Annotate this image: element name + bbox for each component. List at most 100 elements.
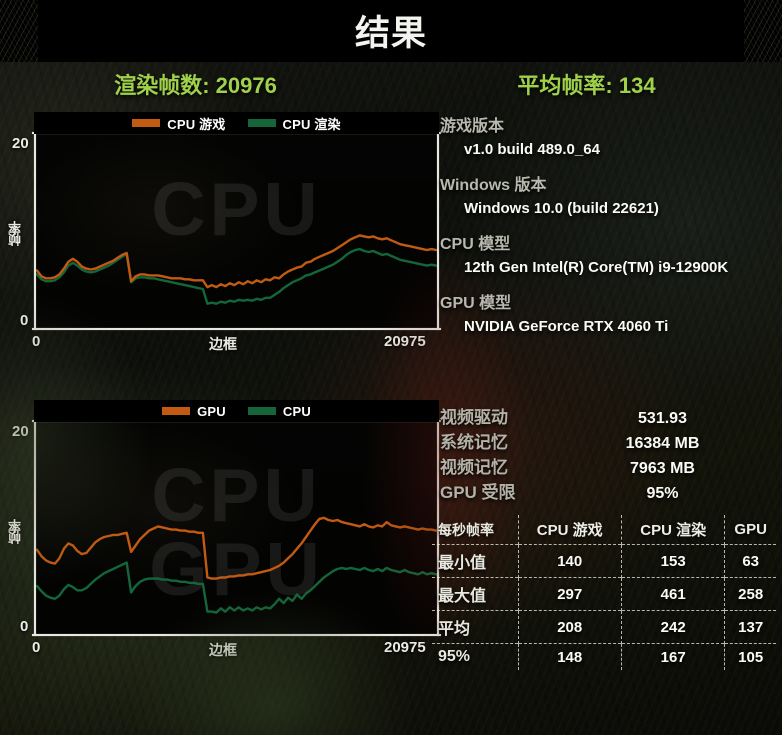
- legend-swatch-cpu: [247, 407, 276, 415]
- gpu-chart-y-label: 帧率: [8, 520, 23, 544]
- spec-value-video-driver: 531.93: [638, 410, 687, 427]
- info-row-gpu-model: GPU 模型 NVIDIA GeForce RTX 4060 Ti: [440, 289, 776, 335]
- summary-row: 渲染帧数: 20976 平均帧率: 134: [0, 62, 782, 106]
- cpu-chart-plot: CPU: [34, 134, 439, 329]
- cpu-chart-right-rule: [437, 132, 439, 330]
- spec-key-video-driver: 视频驱动: [440, 408, 508, 427]
- legend-swatch-cpu-render: [247, 119, 276, 127]
- spec-value-video-memory: 7963 MB: [630, 460, 695, 477]
- gpu-chart-plot: CPU GPU: [34, 422, 439, 635]
- legend-swatch-cpu-game: [132, 119, 161, 127]
- spec-row-system-memory: 系统记忆 16384 MB: [440, 428, 776, 453]
- fps-max-cpu-game: 297: [517, 577, 622, 611]
- table-row: 最大值 297 461 258: [432, 577, 776, 611]
- legend-label-gpu: GPU: [197, 403, 226, 419]
- legend-item-cpu: CPU: [247, 403, 311, 419]
- gpu-chart-ytick-min: 0: [20, 618, 29, 635]
- gpu-chart-ytick-max: 20: [12, 423, 29, 440]
- spec-key-gpu-bound: GPU 受限: [440, 483, 516, 502]
- gpu-chart-x-label: 边框: [209, 642, 237, 658]
- cpu-chart: CPU 游戏 CPU 渲染 CPU 20 0 0 20975 边框 帧率: [8, 112, 441, 362]
- fps-max-gpu: 258: [724, 577, 776, 611]
- spec-value-gpu-bound: 95%: [646, 485, 679, 502]
- gpu-chart-xtick-max: 20975: [384, 639, 426, 656]
- spec-value-system-memory: 16384 MB: [625, 435, 700, 452]
- gpu-chart: GPU CPU CPU GPU 20 0 0 20975 边框 帧率: [8, 400, 441, 665]
- fps-p95-gpu: 105: [724, 643, 776, 670]
- info-row-game-version: 游戏版本 v1.0 build 489.0_64: [440, 112, 776, 158]
- legend-item-cpu-render: CPU 渲染: [247, 114, 341, 133]
- cpu-chart-y-label: 帧率: [8, 222, 23, 246]
- fps-avg-cpu-game: 208: [517, 610, 622, 644]
- legend-label-cpu-render: CPU 渲染: [282, 116, 341, 132]
- fps-row-label-max: 最大值: [432, 577, 518, 611]
- fps-table-col-cpu-game: CPU 游戏: [517, 515, 622, 545]
- fps-min-cpu-render: 153: [620, 544, 725, 578]
- fps-row-label-min: 最小值: [432, 544, 518, 578]
- table-header-row: 每秒帧率 CPU 游戏 CPU 渲染 GPU: [432, 515, 776, 545]
- cpu-chart-xtick-max: 20975: [384, 333, 426, 350]
- spec-row-video-driver: 视频驱动 531.93: [440, 403, 776, 428]
- system-info-panel: 游戏版本 v1.0 build 489.0_64 Windows 版本 Wind…: [440, 112, 776, 348]
- page-title: 结果: [354, 14, 427, 53]
- info-row-windows-version: Windows 版本 Windows 10.0 (build 22621): [440, 171, 776, 217]
- spec-key-video-memory: 视频记忆: [440, 458, 508, 477]
- cpu-chart-x-label: 边框: [209, 336, 237, 352]
- fps-p95-cpu-game: 148: [517, 643, 622, 670]
- fps-table-col-gpu: GPU: [724, 515, 776, 545]
- gpu-chart-xtick-min: 0: [32, 639, 41, 656]
- titlebar-left-texture: [0, 0, 38, 62]
- cpu-chart-lines: [35, 234, 438, 305]
- info-row-cpu-model: CPU 模型 12th Gen Intel(R) Core(TM) i9-129…: [440, 230, 776, 276]
- gpu-chart-legend: GPU CPU: [34, 400, 439, 422]
- cpu-chart-y-axis: [34, 132, 36, 330]
- cpu-chart-xtick-min: 0: [32, 333, 41, 350]
- info-key-gpu-model: GPU 模型: [440, 295, 512, 312]
- gpu-chart-right-rule: [437, 420, 439, 636]
- info-value-windows-version: Windows 10.0 (build 22621): [464, 200, 659, 217]
- fps-table-col-cpu-render: CPU 渲染: [620, 515, 725, 545]
- legend-label-cpu: CPU: [282, 403, 311, 419]
- cpu-chart-ytick-max: 20: [12, 135, 29, 152]
- fps-statistics-table: 每秒帧率 CPU 游戏 CPU 渲染 GPU 最小值 140 153 63 最大…: [432, 515, 776, 670]
- fps-table: 每秒帧率 CPU 游戏 CPU 渲染 GPU 最小值 140 153 63 最大…: [432, 515, 776, 670]
- fps-avg-gpu: 137: [724, 610, 776, 644]
- cpu-chart-ytick-min: 0: [20, 312, 29, 329]
- info-key-game-version: 游戏版本: [440, 118, 505, 135]
- gpu-chart-x-axis: [32, 634, 441, 636]
- rendered-frames-summary: 渲染帧数: 20976: [114, 73, 277, 98]
- cpu-chart-x-axis: [32, 328, 441, 330]
- fps-max-cpu-render: 461: [620, 577, 725, 611]
- cpu-chart-legend: CPU 游戏 CPU 渲染: [34, 112, 439, 134]
- table-row: 95% 148 167 105: [432, 643, 776, 670]
- info-key-windows-version: Windows 版本: [440, 177, 547, 194]
- titlebar-right-texture: [744, 0, 782, 62]
- gpu-chart-lines: [35, 516, 438, 614]
- table-row: 最小值 140 153 63: [432, 544, 776, 578]
- fps-table-corner-label: 每秒帧率: [438, 521, 494, 538]
- legend-item-cpu-game: CPU 游戏: [132, 114, 225, 133]
- fps-row-label-p95: 95%: [432, 643, 518, 670]
- fps-avg-cpu-render: 242: [620, 610, 725, 644]
- average-fps-summary: 平均帧率: 134: [517, 73, 656, 98]
- info-value-gpu-model: NVIDIA GeForce RTX 4060 Ti: [464, 318, 669, 335]
- info-key-cpu-model: CPU 模型: [440, 236, 511, 253]
- gpu-chart-y-axis: [34, 420, 36, 636]
- legend-label-cpu-game: CPU 游戏: [167, 116, 226, 132]
- info-value-game-version: v1.0 build 489.0_64: [464, 141, 600, 158]
- title-bar: 结果: [0, 0, 782, 62]
- legend-swatch-gpu: [162, 407, 191, 415]
- spec-row-video-memory: 视频记忆 7963 MB: [440, 453, 776, 478]
- fps-min-cpu-game: 140: [517, 544, 622, 578]
- fps-table-body: 最小值 140 153 63 最大值 297 461 258 平均 208 24…: [432, 544, 776, 670]
- fps-p95-cpu-render: 167: [620, 643, 725, 670]
- fps-table-head: 每秒帧率 CPU 游戏 CPU 渲染 GPU: [432, 515, 776, 545]
- legend-item-gpu: GPU: [162, 404, 226, 419]
- info-value-cpu-model: 12th Gen Intel(R) Core(TM) i9-12900K: [464, 259, 729, 276]
- table-row: 平均 208 242 137: [432, 610, 776, 644]
- fps-row-label-avg: 平均: [432, 610, 518, 644]
- spec-key-system-memory: 系统记忆: [440, 433, 508, 452]
- spec-list: 视频驱动 531.93 系统记忆 16384 MB 视频记忆 7963 MB G…: [440, 403, 776, 503]
- spec-row-gpu-bound: GPU 受限 95%: [440, 478, 776, 503]
